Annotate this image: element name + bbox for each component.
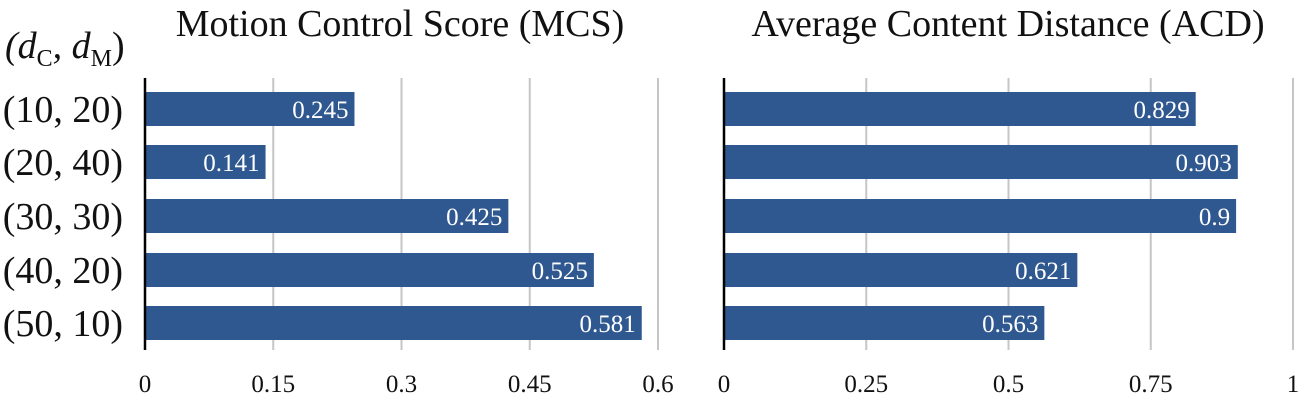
category-label: (30, 30)	[3, 196, 123, 238]
acd-bar	[724, 306, 1045, 340]
acd-tick-label: 0.5	[993, 371, 1024, 398]
category-axis-label: (dC, dM)	[5, 25, 125, 72]
mcs-tick-label: 0.6	[642, 371, 673, 398]
acd-bar	[724, 253, 1078, 287]
acd-bar	[724, 92, 1196, 126]
category-label: (20, 40)	[3, 142, 123, 184]
acd-tick-label: 0	[718, 371, 731, 398]
acd-bar	[724, 199, 1237, 233]
mcs-value-label: 0.141	[203, 150, 259, 177]
acd-bar	[724, 145, 1238, 179]
acd-value-label: 0.9	[1199, 204, 1230, 231]
mcs-tick-label: 0.3	[386, 371, 417, 398]
category-label: (10, 20)	[3, 89, 123, 131]
mcs-value-label: 0.425	[446, 204, 502, 231]
mcs-bar	[145, 199, 509, 233]
mcs-bar	[145, 306, 642, 340]
mcs-value-label: 0.525	[532, 258, 588, 285]
acd-tick-label: 1	[1287, 371, 1300, 398]
acd-value-label: 0.829	[1133, 97, 1189, 124]
mcs-value-label: 0.581	[580, 311, 636, 338]
mcs-bar	[145, 92, 355, 126]
mcs-tick-label: 0	[139, 371, 152, 398]
mcs-bar	[145, 253, 594, 287]
acd-value-label: 0.903	[1176, 150, 1232, 177]
acd-value-label: 0.621	[1015, 258, 1071, 285]
acd-chart-title: Average Content Distance (ACD)	[751, 3, 1264, 45]
mcs-tick-label: 0.45	[508, 371, 552, 398]
acd-tick-label: 0.75	[1129, 371, 1173, 398]
mcs-value-label: 0.245	[292, 97, 348, 124]
mcs-bar	[145, 145, 266, 179]
category-label: (40, 20)	[3, 250, 123, 292]
acd-value-label: 0.563	[982, 311, 1038, 338]
mcs-chart-title: Motion Control Score (MCS)	[176, 3, 625, 45]
mcs-tick-label: 0.15	[251, 371, 295, 398]
chart-layer: (10, 20) (20, 40) (30, 30) (40, 20) (50, 10)…	[3, 78, 1300, 398]
acd-tick-label: 0.25	[844, 371, 888, 398]
category-label: (50, 10)	[3, 303, 123, 345]
